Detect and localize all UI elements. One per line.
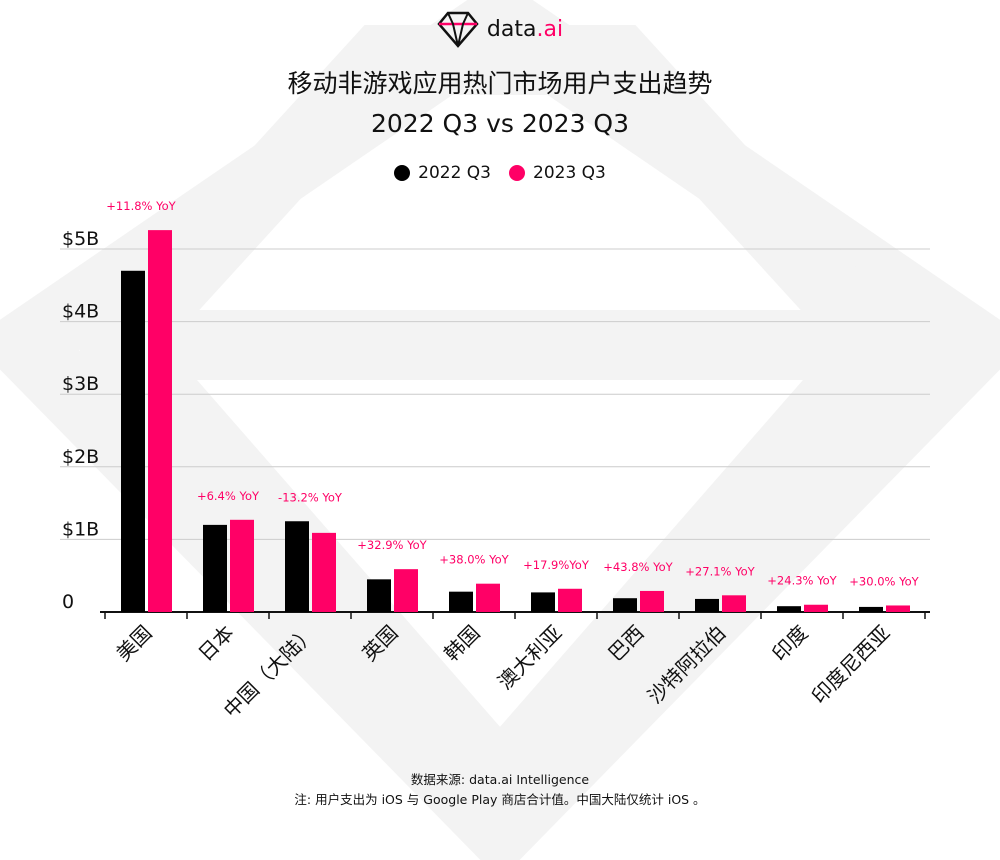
logo-text: data.ai xyxy=(486,16,564,42)
bar-2022 xyxy=(121,270,145,612)
y-tick-label: $1B xyxy=(62,518,99,540)
yoy-label: +38.0% YoY xyxy=(439,553,509,567)
x-tick-label: 韩国 xyxy=(439,621,484,666)
yoy-label: +11.8% YoY xyxy=(106,199,176,213)
footer: 数据来源: data.ai Intelligence 注: 用户支出为 iOS … xyxy=(0,770,1000,810)
bar-2023 xyxy=(804,604,828,612)
legend-item-2023: 2023 Q3 xyxy=(509,163,606,183)
yoy-label: +32.9% YoY xyxy=(357,538,427,552)
y-tick-label: $3B xyxy=(62,373,99,395)
title-line-1: 移动非游戏应用热门市场用户支出趋势 xyxy=(287,69,713,98)
bar-2023 xyxy=(640,590,664,612)
yoy-label: +43.8% YoY xyxy=(603,560,673,574)
y-tick-label: 0 xyxy=(62,591,74,613)
x-tick-label: 澳大利亚 xyxy=(493,621,567,695)
bar-2022 xyxy=(367,579,391,612)
bar-2022 xyxy=(613,598,637,612)
legend-label-2023: 2023 Q3 xyxy=(533,163,606,183)
bar-2023 xyxy=(148,230,172,612)
y-tick-label: $2B xyxy=(62,446,99,468)
legend: 2022 Q3 2023 Q3 xyxy=(0,163,1000,183)
chart-title: 移动非游戏应用热门市场用户支出趋势 2022 Q3 vs 2023 Q3 xyxy=(0,64,1000,144)
bar-2023 xyxy=(476,583,500,612)
bar-2022 xyxy=(449,591,473,612)
footnote: 注: 用户支出为 iOS 与 Google Play 商店合计值。中国大陆仅统计… xyxy=(294,792,706,807)
y-tick-label: $5B xyxy=(62,228,99,250)
x-tick-label: 沙特阿拉伯 xyxy=(643,621,731,709)
x-tick-label: 英国 xyxy=(357,621,402,666)
x-tick-label: 美国 xyxy=(111,621,156,666)
diamond-logo-icon xyxy=(437,11,479,48)
bar-2022 xyxy=(695,598,719,612)
yoy-label: +17.9%YoY xyxy=(523,558,590,572)
yoy-label: +24.3% YoY xyxy=(767,574,837,588)
bar-2022 xyxy=(285,521,309,612)
y-tick-label: $4B xyxy=(62,301,99,323)
bar-2022 xyxy=(859,606,883,612)
title-line-2: 2022 Q3 vs 2023 Q3 xyxy=(370,109,630,138)
legend-item-2022: 2022 Q3 xyxy=(394,163,491,183)
x-tick-label: 印度尼西亚 xyxy=(807,621,895,709)
yoy-label: -13.2% YoY xyxy=(278,490,343,504)
brand-logo: data.ai xyxy=(0,10,1000,48)
bar-2023 xyxy=(394,569,418,612)
bar-2023 xyxy=(230,519,254,612)
x-tick-label: 日本 xyxy=(193,621,238,666)
bar-2023 xyxy=(722,595,746,612)
x-tick-label: 巴西 xyxy=(603,621,648,666)
bar-2022 xyxy=(531,592,555,612)
bar-2022 xyxy=(777,606,801,612)
bar-2023 xyxy=(312,532,336,612)
legend-swatch-2023 xyxy=(509,165,525,181)
bar-2022 xyxy=(203,524,227,612)
legend-swatch-2022 xyxy=(394,165,411,181)
bar-2023 xyxy=(558,588,582,612)
bar-2023 xyxy=(886,605,910,612)
x-tick-label: 印度 xyxy=(767,621,812,666)
yoy-label: +27.1% YoY xyxy=(685,564,755,578)
yoy-label: +6.4% YoY xyxy=(197,489,260,503)
legend-label-2022: 2022 Q3 xyxy=(418,163,491,183)
source-note: 数据来源: data.ai Intelligence xyxy=(410,772,590,787)
yoy-label: +30.0% YoY xyxy=(849,574,919,588)
